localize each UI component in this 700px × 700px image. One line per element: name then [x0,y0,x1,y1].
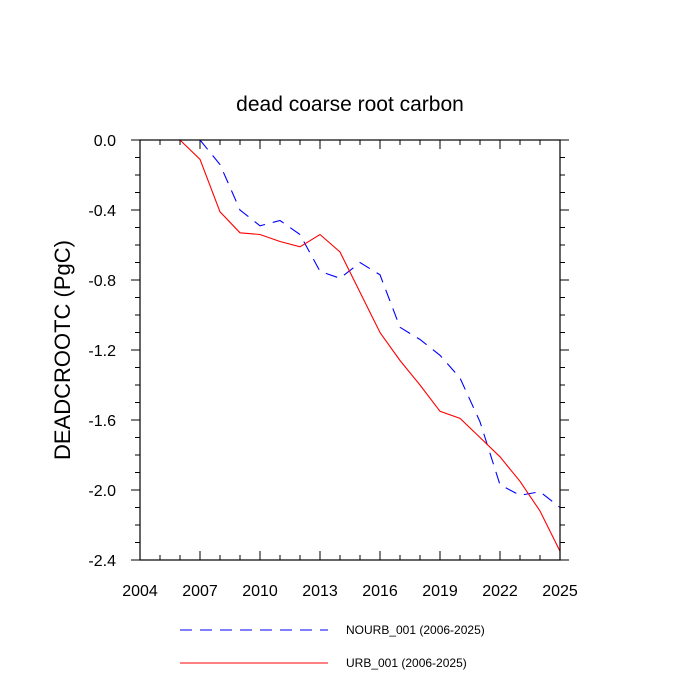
x-tick-label: 2004 [122,583,158,600]
plot-frame [139,139,561,561]
series-layer [179,139,561,552]
x-tick-label: 2013 [302,583,338,600]
y-tick-label: -2.4 [88,553,116,570]
x-tick-label: 2007 [182,583,218,600]
y-tick-label: -0.8 [88,273,116,290]
y-tick-label: -2.0 [88,483,116,500]
y-axis-label: DEADCROOTC (PgC) [50,240,75,460]
axis-ticks [131,139,569,561]
x-tick-label: 2022 [482,583,518,600]
legend-label: NOURB_001 (2006-2025) [346,623,485,637]
y-tick-label: 0.0 [94,133,116,150]
series-line-urb [179,139,561,552]
x-tick-label: 2019 [422,583,458,600]
x-tick-label: 2010 [242,583,278,600]
y-tick-label: -1.2 [88,343,116,360]
chart-title: dead coarse root carbon [236,93,464,116]
legend-label: URB_001 (2006-2025) [346,656,467,670]
x-tick-label: 2025 [542,583,578,600]
x-tick-label: 2016 [362,583,398,600]
x-tick-labels: 2004 2007 2010 2013 2016 2019 2022 2025 [122,583,578,600]
series-line-nourb [180,139,561,508]
y-tick-labels: 0.0 -0.4 -0.8 -1.2 -1.6 -2.0 -2.4 [88,133,116,570]
y-tick-label: -1.6 [88,413,116,430]
legend: NOURB_001 (2006-2025) URB_001 (2006-2025) [180,623,485,670]
y-tick-label: -0.4 [88,203,116,220]
